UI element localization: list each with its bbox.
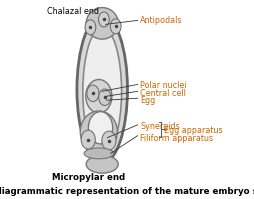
Ellipse shape <box>110 19 121 34</box>
Ellipse shape <box>84 148 113 159</box>
Ellipse shape <box>101 131 116 150</box>
Ellipse shape <box>85 80 112 113</box>
Text: Chalazal end: Chalazal end <box>46 7 98 16</box>
Text: Egg: Egg <box>140 96 155 105</box>
Text: A diagrammatic representation of the mature embryo sac: A diagrammatic representation of the mat… <box>0 187 254 196</box>
Text: Micropylar end: Micropylar end <box>51 173 124 182</box>
Ellipse shape <box>98 12 109 27</box>
Ellipse shape <box>77 16 127 163</box>
Ellipse shape <box>86 155 118 173</box>
Ellipse shape <box>86 8 118 39</box>
Ellipse shape <box>81 130 95 149</box>
Ellipse shape <box>88 112 112 144</box>
Text: Antipodals: Antipodals <box>140 17 182 25</box>
Ellipse shape <box>85 20 96 35</box>
Text: Polar nuclei: Polar nuclei <box>140 81 186 91</box>
Text: Filiform apparatus: Filiform apparatus <box>140 134 212 143</box>
Ellipse shape <box>87 85 99 101</box>
Text: Synergids: Synergids <box>140 122 179 131</box>
Ellipse shape <box>98 89 110 105</box>
Ellipse shape <box>80 111 117 152</box>
Text: Egg apparatus: Egg apparatus <box>163 126 221 135</box>
Ellipse shape <box>83 27 121 155</box>
Text: Central cell: Central cell <box>140 89 185 98</box>
